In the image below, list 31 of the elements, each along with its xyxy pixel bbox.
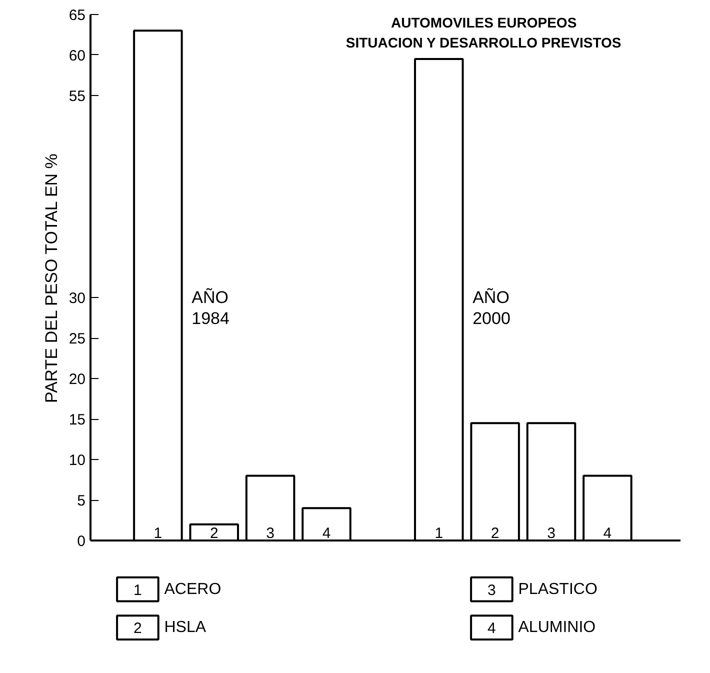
category-label: 4	[488, 620, 496, 638]
y-tick-label: 55	[68, 88, 86, 105]
x-tick-label: 2	[210, 524, 218, 542]
legend-label: ACERO	[164, 580, 222, 598]
y-tick-label: 0	[77, 533, 86, 550]
y-tick-label: 60	[68, 47, 86, 64]
y-tick-label: 5	[77, 492, 86, 510]
y-tick-label: 25	[68, 330, 86, 348]
y-axis-title: PARTE DEL PESO TOTAL EN %	[42, 154, 61, 403]
y-tick-label: 30	[68, 290, 86, 308]
x-tick-label: 3	[266, 524, 274, 542]
x-tick-label: 4	[322, 524, 331, 542]
chart-title: AUTOMOVILES EUROPEOS	[391, 14, 577, 30]
y-tick-label: 10	[68, 452, 86, 470]
category-label: 3	[488, 582, 496, 599]
y-tick-label: 20	[68, 371, 86, 388]
x-tick-label: 1	[154, 524, 162, 542]
y-tick-label: 15	[68, 412, 86, 429]
category-label: 1	[134, 582, 142, 599]
x-tick-label: 3	[547, 524, 556, 542]
x-tick-label: 1	[434, 524, 444, 542]
category-label: 2	[134, 620, 142, 638]
annotation: AÑO 1984	[192, 288, 230, 328]
legend-label: PLASTICO	[518, 580, 598, 598]
legend-label: HSLA	[164, 619, 206, 636]
text: SITUACION Y DESARROLLO PREVISTOS	[346, 34, 622, 50]
x-tick-label: 4	[603, 524, 612, 542]
legend-label: ALUMINIO	[518, 619, 596, 636]
x-tick-label: 2	[490, 524, 500, 542]
annotation: AÑO 2000	[472, 288, 510, 328]
y-tick-label: 65	[68, 7, 86, 24]
